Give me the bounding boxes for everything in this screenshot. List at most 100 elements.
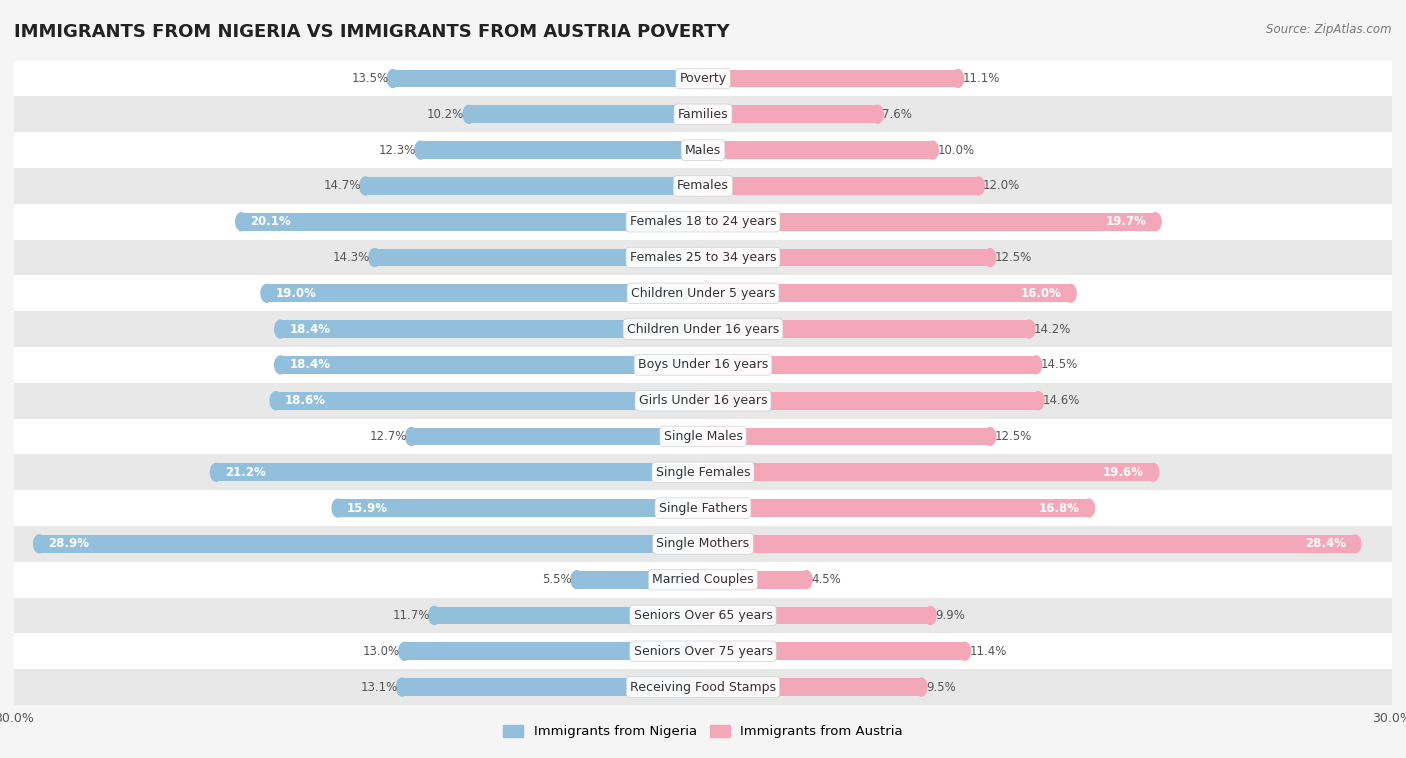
Bar bbox=[14, 240, 1392, 275]
Bar bbox=[703, 392, 1038, 409]
Text: 14.2%: 14.2% bbox=[1033, 323, 1071, 336]
Text: 11.1%: 11.1% bbox=[963, 72, 1000, 85]
Circle shape bbox=[697, 284, 709, 302]
Text: 9.5%: 9.5% bbox=[925, 681, 956, 694]
Circle shape bbox=[697, 141, 709, 159]
Text: 12.0%: 12.0% bbox=[983, 180, 1021, 193]
Circle shape bbox=[697, 177, 709, 195]
Bar bbox=[405, 642, 703, 660]
Text: 28.4%: 28.4% bbox=[1305, 537, 1346, 550]
Text: 21.2%: 21.2% bbox=[225, 465, 266, 479]
Bar bbox=[703, 284, 1070, 302]
Circle shape bbox=[697, 392, 709, 409]
Text: 19.6%: 19.6% bbox=[1102, 465, 1144, 479]
Circle shape bbox=[274, 356, 287, 374]
Bar bbox=[703, 463, 1153, 481]
Text: Children Under 16 years: Children Under 16 years bbox=[627, 323, 779, 336]
Text: 9.9%: 9.9% bbox=[935, 609, 965, 622]
Text: 13.1%: 13.1% bbox=[360, 681, 398, 694]
Circle shape bbox=[697, 105, 709, 124]
Bar bbox=[412, 428, 703, 446]
Text: 14.3%: 14.3% bbox=[333, 251, 370, 264]
Text: 4.5%: 4.5% bbox=[811, 573, 841, 586]
Text: 16.0%: 16.0% bbox=[1021, 287, 1062, 300]
Circle shape bbox=[925, 606, 936, 625]
Circle shape bbox=[274, 320, 287, 338]
Circle shape bbox=[800, 571, 813, 589]
Circle shape bbox=[915, 678, 927, 696]
Circle shape bbox=[368, 249, 381, 267]
Circle shape bbox=[984, 249, 995, 267]
Circle shape bbox=[332, 499, 343, 517]
Text: Families: Families bbox=[678, 108, 728, 121]
Text: IMMIGRANTS FROM NIGERIA VS IMMIGRANTS FROM AUSTRIA POVERTY: IMMIGRANTS FROM NIGERIA VS IMMIGRANTS FR… bbox=[14, 23, 730, 41]
Text: Females 18 to 24 years: Females 18 to 24 years bbox=[630, 215, 776, 228]
Circle shape bbox=[697, 356, 709, 374]
Bar bbox=[402, 678, 703, 696]
Circle shape bbox=[236, 213, 247, 230]
Bar bbox=[703, 499, 1088, 517]
Circle shape bbox=[1350, 535, 1361, 553]
Circle shape bbox=[697, 678, 709, 696]
Circle shape bbox=[399, 642, 411, 660]
Bar bbox=[14, 204, 1392, 240]
Bar bbox=[366, 177, 703, 195]
Circle shape bbox=[697, 571, 709, 589]
Bar bbox=[703, 642, 965, 660]
Circle shape bbox=[697, 428, 709, 446]
Bar bbox=[703, 678, 921, 696]
Text: Poverty: Poverty bbox=[679, 72, 727, 85]
Bar bbox=[14, 383, 1392, 418]
Bar bbox=[14, 168, 1392, 204]
Circle shape bbox=[697, 642, 709, 660]
Circle shape bbox=[571, 571, 582, 589]
Circle shape bbox=[697, 284, 709, 302]
Circle shape bbox=[697, 70, 709, 87]
Text: Single Males: Single Males bbox=[664, 430, 742, 443]
Text: Boys Under 16 years: Boys Under 16 years bbox=[638, 359, 768, 371]
Circle shape bbox=[697, 463, 709, 481]
Bar bbox=[14, 597, 1392, 634]
Circle shape bbox=[872, 105, 883, 124]
Bar bbox=[703, 70, 957, 87]
Bar bbox=[280, 320, 703, 338]
Circle shape bbox=[1083, 499, 1094, 517]
Circle shape bbox=[262, 284, 273, 302]
Circle shape bbox=[697, 535, 709, 553]
Legend: Immigrants from Nigeria, Immigrants from Austria: Immigrants from Nigeria, Immigrants from… bbox=[498, 719, 908, 744]
Text: Source: ZipAtlas.com: Source: ZipAtlas.com bbox=[1267, 23, 1392, 36]
Text: 18.4%: 18.4% bbox=[290, 359, 330, 371]
Bar bbox=[14, 669, 1392, 705]
Text: 11.4%: 11.4% bbox=[969, 645, 1007, 658]
Bar bbox=[14, 526, 1392, 562]
Circle shape bbox=[360, 177, 371, 195]
Text: 13.0%: 13.0% bbox=[363, 645, 399, 658]
Bar bbox=[392, 70, 703, 87]
Circle shape bbox=[1064, 284, 1076, 302]
Circle shape bbox=[697, 249, 709, 267]
Text: 19.0%: 19.0% bbox=[276, 287, 316, 300]
Bar bbox=[703, 428, 990, 446]
Bar bbox=[14, 275, 1392, 312]
Circle shape bbox=[1150, 213, 1161, 230]
Text: 18.4%: 18.4% bbox=[290, 323, 330, 336]
Bar bbox=[217, 463, 703, 481]
Text: Children Under 5 years: Children Under 5 years bbox=[631, 287, 775, 300]
Circle shape bbox=[396, 678, 408, 696]
Text: Males: Males bbox=[685, 143, 721, 157]
Circle shape bbox=[952, 70, 963, 87]
Text: 14.6%: 14.6% bbox=[1043, 394, 1080, 407]
Circle shape bbox=[697, 606, 709, 625]
Circle shape bbox=[211, 463, 222, 481]
Circle shape bbox=[697, 606, 709, 625]
Text: 12.7%: 12.7% bbox=[370, 430, 406, 443]
Circle shape bbox=[973, 177, 984, 195]
Circle shape bbox=[1147, 463, 1159, 481]
Circle shape bbox=[463, 105, 474, 124]
Circle shape bbox=[1032, 392, 1045, 409]
Bar bbox=[703, 356, 1036, 374]
Text: 12.5%: 12.5% bbox=[994, 251, 1032, 264]
Circle shape bbox=[697, 571, 709, 589]
Bar bbox=[14, 61, 1392, 96]
Circle shape bbox=[1024, 320, 1035, 338]
